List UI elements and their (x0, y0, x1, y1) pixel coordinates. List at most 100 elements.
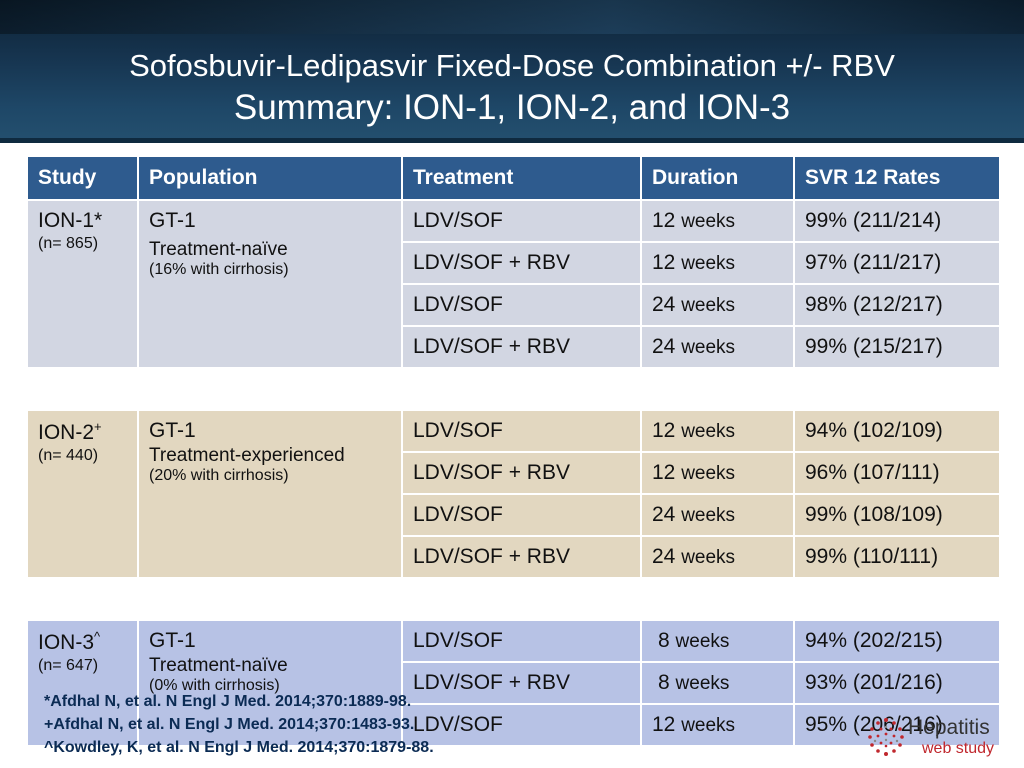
duration-cell: 24 weeks (640, 493, 795, 537)
table-row: LDV/SOF 24 weeks 99% (108/109) (27, 493, 1001, 537)
duration-number: 8 (658, 671, 670, 694)
duration-cell: 12 weeks (640, 451, 795, 495)
svr-cell: 98% (212/217) (793, 283, 1001, 327)
svr-cell: 94% (102/109) (793, 409, 1001, 453)
svr-cell: 94% (202/215) (793, 619, 1001, 663)
cirrhosis-note: (16% with cirrhosis) (149, 261, 289, 278)
duration-number: 12 (652, 419, 676, 442)
cirrhosis-note: (20% with cirrhosis) (149, 467, 289, 484)
svr-cell: 93% (201/216) (793, 661, 1001, 705)
study-name: ION-1* (38, 209, 103, 232)
slide-title: Sofosbuvir-Ledipasvir Fixed-Dose Combina… (129, 48, 895, 83)
duration-number: 12 (652, 251, 676, 274)
duration-cell: 12 weeks (640, 199, 795, 243)
treatment-cell: LDV/SOF (401, 703, 642, 747)
reference-item: +Afdhal N, et al. N Engl J Med. 2014;370… (44, 716, 415, 733)
duration-cell: 12 weeks (640, 241, 795, 285)
duration-number: 12 (652, 461, 676, 484)
separator-cell (26, 577, 1001, 621)
duration-unit: weeks (681, 253, 736, 274)
table-row: LDV/SOF 24 weeks 98% (212/217) (27, 283, 1001, 327)
population-cell-ion1: GT-1 Treatment-naïve (16% with cirrhosis… (137, 199, 403, 369)
duration-cell: 8 weeks (640, 619, 795, 663)
duration-unit: weeks (681, 211, 736, 232)
duration-cell: 8 weeks (640, 661, 795, 705)
table-header-row: Study Population Treatment Duration SVR … (26, 155, 1001, 201)
svr-cell: 99% (108/109) (793, 493, 1001, 537)
summary-table: Study Population Treatment Duration SVR … (26, 155, 1001, 747)
duration-number: 12 (652, 209, 676, 232)
population-label: Treatment-experienced (149, 445, 345, 466)
study-cell-ion3: ION-3^ (n= 647) (26, 619, 139, 747)
treatment-cell: LDV/SOF + RBV (401, 535, 642, 579)
slide-header: Sofosbuvir-Ledipasvir Fixed-Dose Combina… (0, 0, 1024, 143)
duration-cell: 24 weeks (640, 535, 795, 579)
duration-unit: weeks (681, 295, 736, 316)
duration-number: 24 (652, 545, 676, 568)
genotype: GT-1 (149, 629, 196, 652)
duration-cell: 24 weeks (640, 283, 795, 327)
table-row: ION-1* (n= 865) GT-1 Treatment-naïve (16… (26, 199, 1001, 369)
study-n: (n= 440) (38, 447, 99, 464)
table-row: ION-3^ (n= 647) GT-1 Treatment-naïve (0%… (26, 619, 1001, 747)
table-row: LDV/SOF + RBV 12 weeks 96% (107/111) (27, 451, 1001, 495)
duration-unit: weeks (675, 631, 730, 652)
genotype: GT-1 (149, 419, 196, 442)
column-header-svr: SVR 12 Rates (793, 155, 1001, 201)
duration-cell: 12 weeks (640, 409, 795, 453)
study-cell-ion1: ION-1* (n= 865) (26, 199, 139, 369)
duration-unit: weeks (681, 337, 736, 358)
references: *Afdhal N, et al. N Engl J Med. 2014;370… (44, 690, 434, 759)
duration-cell: 12 weeks (640, 703, 795, 747)
footnote-mark: + (94, 419, 102, 434)
group-separator (26, 577, 1001, 621)
study-n: (n= 647) (38, 657, 99, 674)
footnote-mark: ^ (94, 629, 101, 644)
treatment-cell: LDV/SOF (401, 283, 642, 327)
population-cell-ion2: GT-1 Treatment-experienced (20% with cir… (137, 409, 403, 579)
table-row: ION-2+ (n= 440) GT-1 Treatment-experienc… (26, 409, 1001, 579)
duration-number: 24 (652, 503, 676, 526)
slide-subtitle: Summary: ION-1, ION-2, and ION-3 (233, 88, 791, 127)
treatment-cell: LDV/SOF + RBV (401, 661, 642, 705)
treatment-cell: LDV/SOF (401, 199, 642, 243)
column-header-study: Study (26, 155, 139, 201)
population-label: Treatment-naïve (149, 655, 288, 676)
duration-unit: weeks (675, 673, 730, 694)
table-row: LDV/SOF + RBV 24 weeks 99% (110/111) (27, 535, 1001, 579)
table-row: LDV/SOF + RBV 8 weeks 93% (201/216) (27, 661, 1001, 705)
treatment-cell: LDV/SOF (401, 619, 642, 663)
study-name: ION-3 (38, 631, 95, 654)
duration-unit: weeks (681, 715, 736, 736)
logo-title: Hepatitis (908, 716, 990, 739)
duration-number: 24 (652, 293, 676, 316)
table-row: LDV/SOF 12 weeks 95% (206/216) (27, 703, 1001, 747)
treatment-cell: LDV/SOF (401, 493, 642, 537)
group-separator (26, 367, 1001, 411)
table-row: LDV/SOF + RBV 24 weeks 99% (215/217) (27, 325, 1001, 369)
population-label: Treatment-naïve (149, 239, 288, 260)
study-name: ION-2 (38, 421, 95, 444)
treatment-cell: LDV/SOF + RBV (401, 325, 642, 369)
reference-item: *Afdhal N, et al. N Engl J Med. 2014;370… (44, 693, 412, 710)
treatment-cell: LDV/SOF + RBV (401, 241, 642, 285)
column-header-population: Population (137, 155, 403, 201)
svr-cell: 99% (110/111) (793, 535, 1001, 579)
study-cell-ion2: ION-2+ (n= 440) (26, 409, 139, 579)
svr-cell: 99% (215/217) (793, 325, 1001, 369)
cirrhosis-note: (0% with cirrhosis) (149, 677, 280, 694)
genotype: GT-1 (149, 209, 196, 232)
svr-cell: 96% (107/111) (793, 451, 1001, 495)
logo-subtitle: web study (922, 740, 995, 757)
duration-unit: weeks (681, 505, 736, 526)
duration-cell: 24 weeks (640, 325, 795, 369)
duration-number: 12 (652, 713, 676, 736)
separator-cell (26, 367, 1001, 411)
treatment-cell: LDV/SOF (401, 409, 642, 453)
population-cell-ion3: GT-1 Treatment-naïve (0% with cirrhosis) (137, 619, 403, 747)
reference-item: ^Kowdley, K, et al. N Engl J Med. 2014;3… (44, 739, 434, 756)
svr-cell: 99% (211/214) (793, 199, 1001, 243)
duration-number: 8 (658, 629, 670, 652)
hepatitis-web-study-logo: Hepatitis web study (866, 716, 1016, 760)
study-n: (n= 865) (38, 235, 99, 252)
